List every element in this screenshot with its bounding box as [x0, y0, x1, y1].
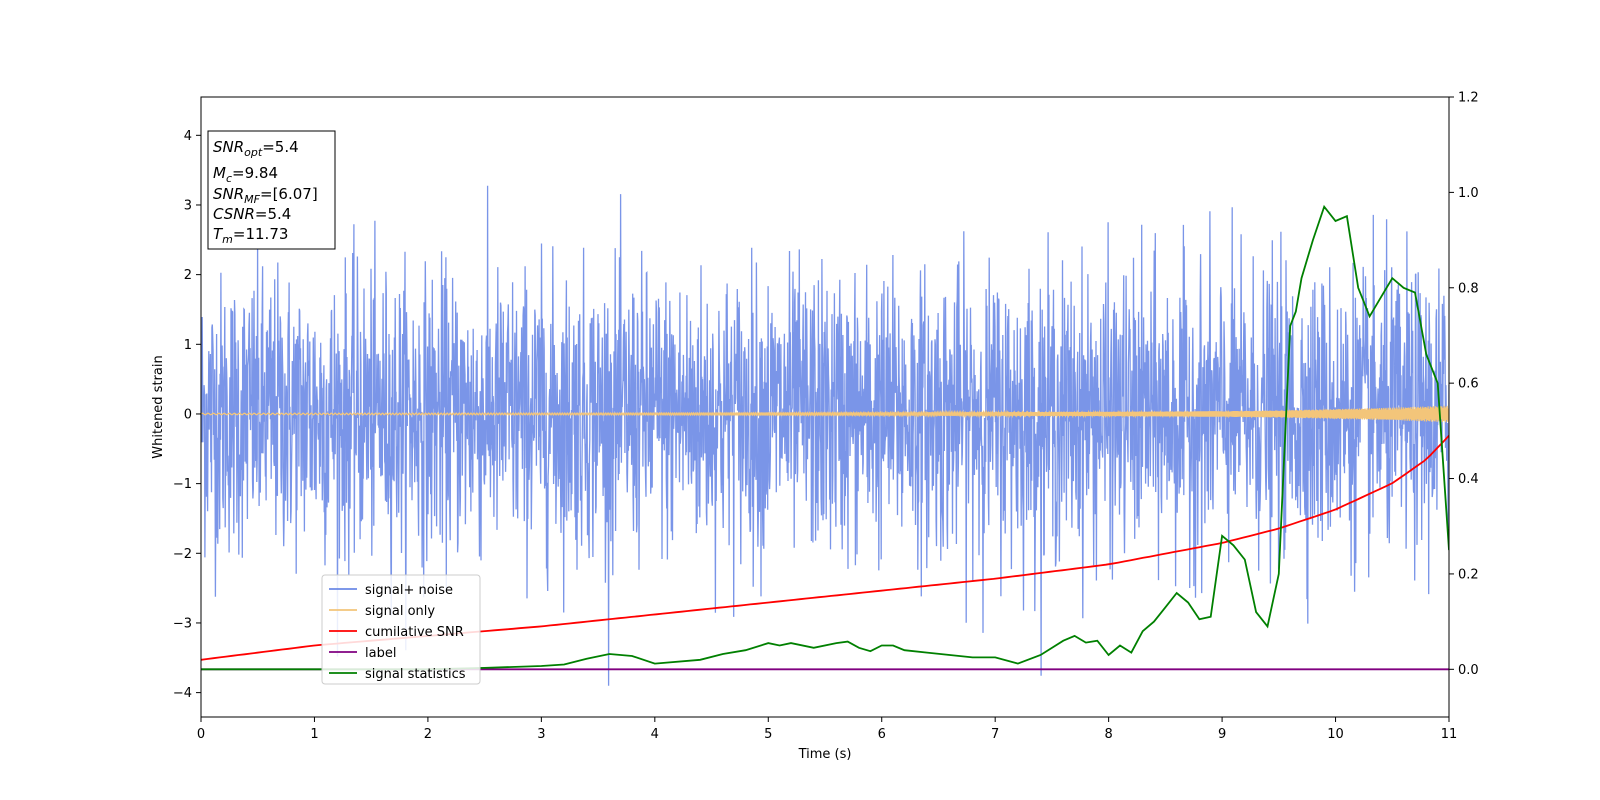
signal-only-line [201, 405, 1449, 423]
x-tick-label: 10 [1327, 727, 1344, 742]
y2-tick-label: 1.0 [1458, 186, 1479, 201]
y-axis-right: 0.0 0.2 0.4 0.6 0.8 1.0 1.2 [1449, 91, 1479, 678]
y-tick-label: −2 [173, 547, 192, 562]
info-mc: Mc=9.84 [213, 164, 278, 185]
y-tick-label: 3 [184, 198, 192, 213]
x-tick-label: 4 [651, 727, 659, 742]
y2-tick-label: 0.2 [1458, 567, 1479, 582]
x-tick-label: 6 [878, 727, 886, 742]
legend-label: label [365, 646, 396, 661]
y-tick-label: −3 [173, 616, 192, 631]
x-tick-label: 3 [537, 727, 545, 742]
x-tick-label: 5 [764, 727, 772, 742]
legend-label: signal+ noise [365, 583, 453, 598]
y2-tick-label: 0.0 [1458, 663, 1479, 678]
x-axis-label: Time (s) [798, 747, 852, 762]
y-tick-label: 0 [184, 407, 192, 422]
y2-tick-label: 1.2 [1458, 91, 1479, 106]
x-tick-label: 0 [197, 727, 205, 742]
info-snr-mf: SNRMF=[6.07] [213, 185, 318, 206]
signal-noise-series [201, 185, 1449, 686]
x-tick-label: 11 [1441, 727, 1458, 742]
x-tick-label: 9 [1218, 727, 1226, 742]
x-tick-label: 7 [991, 727, 999, 742]
y2-tick-label: 0.8 [1458, 281, 1479, 296]
x-tick-label: 1 [310, 727, 318, 742]
legend-label: signal statistics [365, 667, 466, 682]
plot-frame [200, 96, 1450, 718]
y-tick-label: 4 [184, 129, 192, 144]
signal-statistics-line [201, 204, 1449, 671]
y2-tick-label: 0.6 [1458, 377, 1479, 392]
info-tm: Tm=11.73 [213, 225, 288, 246]
info-csnr: CSNR=5.4 [213, 205, 291, 223]
x-tick-label: 8 [1104, 727, 1112, 742]
y-tick-label: 2 [184, 268, 192, 283]
y-tick-label: −1 [173, 477, 192, 492]
legend: signal+ noise signal only cumilative SNR la… [321, 574, 481, 685]
x-tick-label: 2 [424, 727, 432, 742]
y-tick-label: 1 [184, 338, 192, 353]
y-axis-label: Whitened strain [151, 355, 166, 458]
x-axis: 0 1 2 3 4 5 6 7 8 9 10 11 [197, 717, 1457, 742]
signal-noise-line [201, 185, 1449, 686]
legend-label: signal only [365, 604, 435, 619]
y-axis-left: −4 −3 −2 −1 0 1 2 3 4 [173, 129, 201, 701]
info-snr-opt: SNRopt=5.4 [213, 138, 299, 159]
signal-only-series [201, 405, 1449, 423]
y-tick-label: −4 [173, 686, 192, 701]
legend-label: cumilative SNR [365, 625, 464, 640]
y2-tick-label: 0.4 [1458, 472, 1479, 487]
info-box: SNRopt=5.4 Mc=9.84 SNRMF=[6.07] CSNR=5.4… [207, 130, 336, 250]
